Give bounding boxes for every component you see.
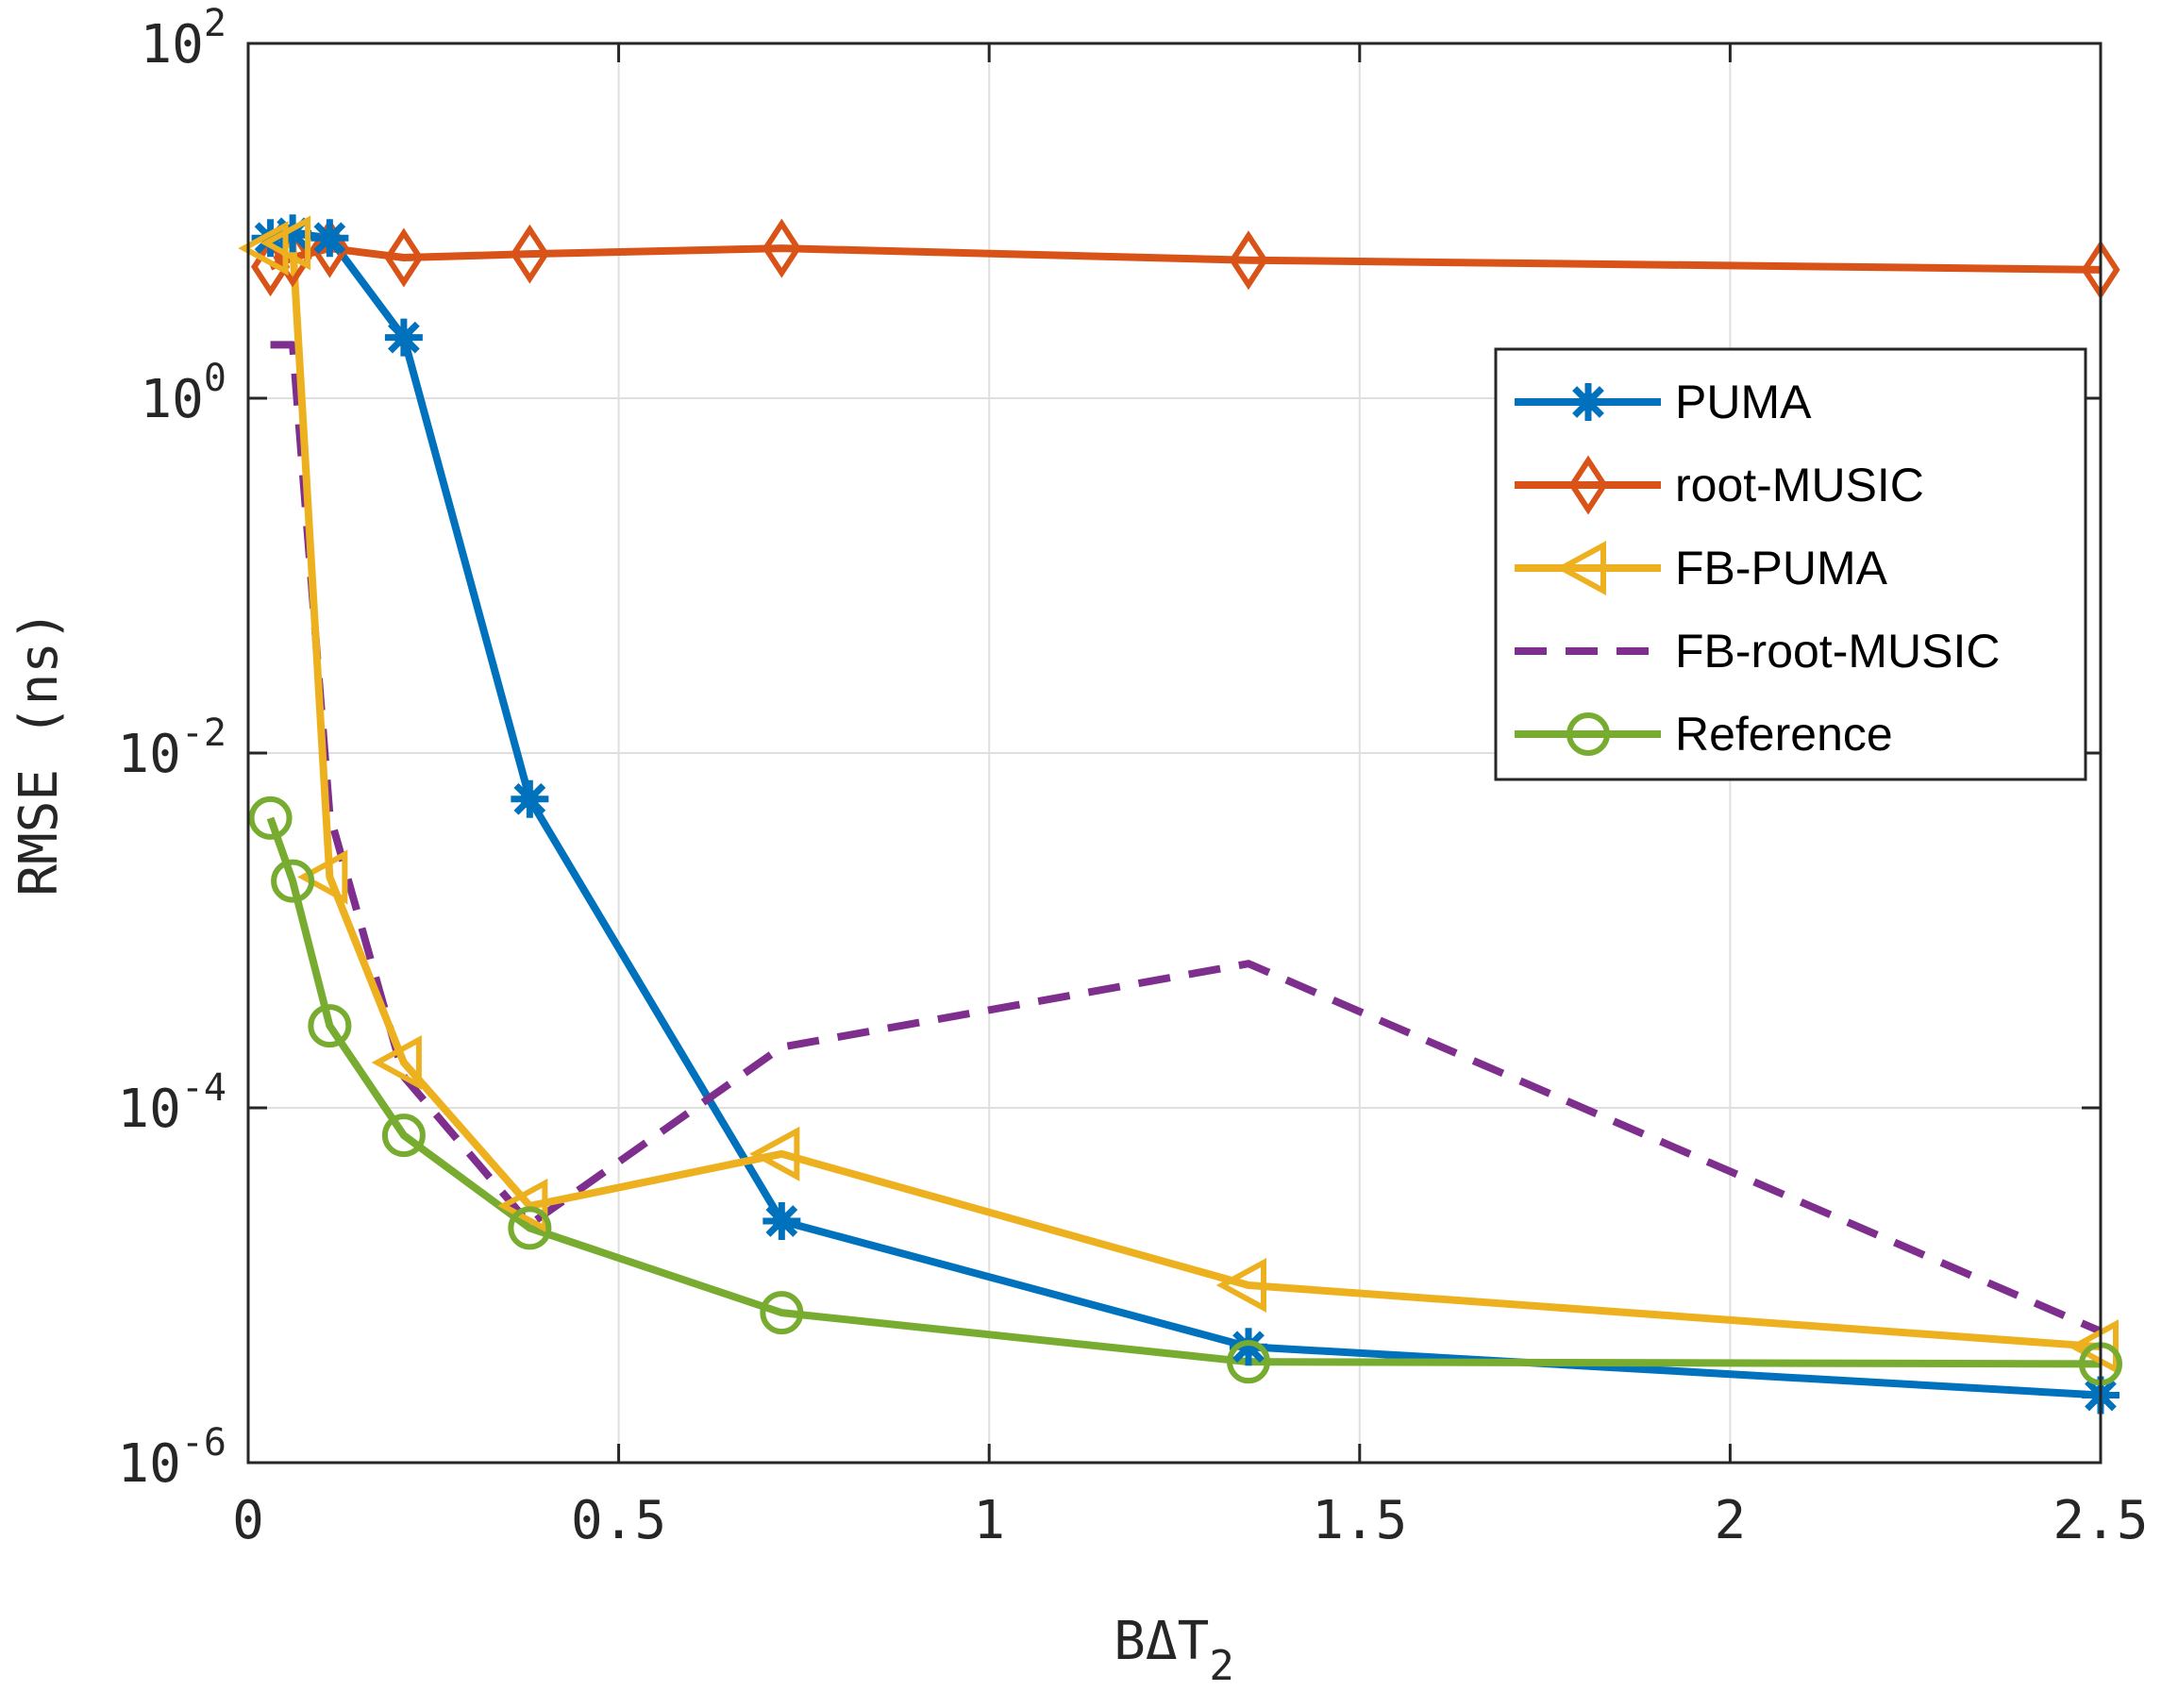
data-point-fb-puma xyxy=(297,849,348,905)
legend: PUMA root-MUSIC FB-PUMA FB-root-MUSIC Refere… xyxy=(1494,347,2087,781)
data-point-fb-puma xyxy=(497,1178,548,1233)
data-point-reference xyxy=(381,1114,426,1158)
data-point-reference xyxy=(1227,1340,1271,1384)
y-tick-label-base: 10 xyxy=(140,369,203,430)
axis-ticks xyxy=(246,42,2103,1465)
legend-marker-puma xyxy=(1569,383,1607,421)
x-axis-label-main: BΔT xyxy=(1114,1611,1209,1672)
data-point-reference xyxy=(760,1291,804,1335)
data-point-root-music xyxy=(384,227,424,288)
x-tick-labels: 0 0.5 1 1.5 2 2.5 xyxy=(232,1490,2148,1551)
y-tick-label: 10-2 xyxy=(117,712,226,785)
data-point-fb-puma xyxy=(2068,1319,2119,1375)
data-point-puma xyxy=(384,318,423,357)
data-point-root-music xyxy=(762,218,801,278)
y-tick-label: 102 xyxy=(140,2,226,75)
y-tick-label-exponent: 0 xyxy=(204,357,226,400)
legend-marker-reference xyxy=(1566,712,1610,756)
asterisk-core xyxy=(1579,393,1598,411)
x-tick-label: 2.5 xyxy=(2052,1490,2148,1551)
asterisk-core xyxy=(320,228,340,248)
data-point-reference xyxy=(308,1004,352,1048)
data-point-reference xyxy=(508,1206,552,1250)
data-point-reference xyxy=(248,795,293,840)
series-line-reference xyxy=(266,816,2102,1368)
series-markers xyxy=(238,214,2122,1415)
data-point-puma xyxy=(762,1201,801,1240)
asterisk-core xyxy=(772,1211,792,1231)
series-line-root-music xyxy=(269,244,2102,274)
data-point-fb-puma xyxy=(260,215,311,271)
y-tick-label-exponent: -6 xyxy=(181,1421,226,1465)
data-point-root-music xyxy=(510,224,549,284)
x-axis-label-subscript: 2 xyxy=(1209,1642,1234,1690)
x-tick-label: 0.5 xyxy=(571,1490,666,1551)
y-tick-label-base: 10 xyxy=(140,14,203,75)
data-point-fb-puma xyxy=(371,1034,422,1091)
y-axis-label: RMSE (ns) xyxy=(8,610,70,896)
asterisk-core xyxy=(394,327,413,347)
x-tick-label: 1.5 xyxy=(1312,1490,1407,1551)
x-tick-label: 0 xyxy=(232,1490,264,1551)
data-point-reference xyxy=(271,859,315,903)
y-tick-label-base: 10 xyxy=(117,1433,180,1495)
y-tick-label-exponent: -2 xyxy=(181,712,226,755)
y-tick-label: 100 xyxy=(140,357,226,430)
y-tick-label: 10-6 xyxy=(117,1421,226,1495)
y-tick-label-base: 10 xyxy=(117,724,180,785)
data-point-fb-puma xyxy=(238,221,289,276)
legend-marker-root-music xyxy=(1568,455,1608,515)
data-point-puma xyxy=(310,219,349,258)
asterisk-core xyxy=(520,789,540,809)
y-tick-label-base: 10 xyxy=(117,1079,180,1140)
legend-label-puma: PUMA xyxy=(1675,376,1812,428)
data-point-root-music xyxy=(1229,230,1268,291)
y-tick-label-exponent: 2 xyxy=(204,2,226,45)
data-point-puma xyxy=(511,779,549,818)
x-axis-label: BΔT2 xyxy=(1114,1611,1234,1690)
x-tick-label: 1 xyxy=(973,1490,1005,1551)
series-line-fb-puma xyxy=(269,239,2102,1351)
data-point-fb-puma xyxy=(1215,1257,1267,1314)
legend-label-root-music: root-MUSIC xyxy=(1675,459,1924,511)
x-tick-label: 2 xyxy=(1715,1490,1747,1551)
y-tick-label-exponent: -4 xyxy=(181,1066,226,1110)
legend-label-fb-root-music: FB-root-MUSIC xyxy=(1675,625,2000,678)
y-tick-label: 10-4 xyxy=(117,1066,226,1140)
legend-marker-fb-puma xyxy=(1555,540,1606,596)
legend-label-reference: Reference xyxy=(1675,708,1893,761)
legend-label-fb-puma: FB-PUMA xyxy=(1675,542,1888,594)
data-point-fb-puma xyxy=(749,1126,800,1181)
